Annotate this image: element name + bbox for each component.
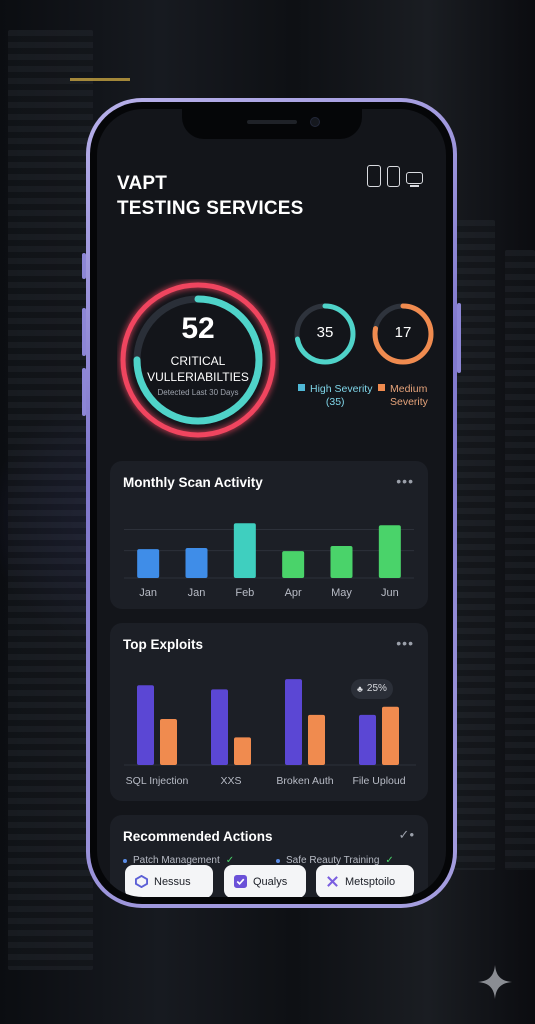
speaker bbox=[247, 120, 297, 124]
top-exploits-chart: SQL Injection XXS Broken Auth File Uploud bbox=[124, 679, 416, 787]
recommended-title: Recommended Actions bbox=[123, 829, 273, 844]
users-icon: ♣ bbox=[357, 684, 363, 694]
exploit-tick-label: File Uploud bbox=[352, 775, 405, 787]
legend-medium-severity: Medium Severity bbox=[378, 383, 428, 409]
exploit-bar[interactable] bbox=[160, 719, 177, 765]
monthly-scan-card: Monthly Scan Activity ••• Jan Jan Feb Apr Ma… bbox=[110, 461, 428, 609]
action-item[interactable]: Patch Management ✓ bbox=[123, 855, 234, 866]
bullet-icon bbox=[276, 858, 280, 863]
device-selector bbox=[367, 165, 423, 187]
monthly-bar[interactable] bbox=[330, 545, 353, 578]
monthly-tick-label: Feb bbox=[235, 587, 254, 599]
high-severity-ring bbox=[294, 303, 356, 365]
side-button bbox=[82, 253, 86, 279]
metasploit-icon bbox=[327, 876, 338, 887]
critical-subtitle: Detected Last 30 Days bbox=[157, 388, 239, 397]
check-icon: ✓ bbox=[225, 855, 235, 866]
tool-metasploit-button[interactable]: Metsptoilo bbox=[316, 865, 414, 897]
exploit-badge: ♣ 25% bbox=[351, 679, 393, 699]
monthly-bar[interactable] bbox=[137, 549, 160, 578]
exploit-bar[interactable] bbox=[211, 689, 228, 765]
critical-label: CRITICAL VULLERIABILTIES bbox=[147, 354, 249, 384]
power-button bbox=[457, 303, 461, 373]
medium-severity-ring bbox=[372, 303, 434, 365]
monthly-tick-label: May bbox=[331, 587, 352, 599]
monthly-bar[interactable] bbox=[233, 523, 256, 578]
exploit-tick-label: Broken Auth bbox=[276, 775, 333, 787]
phone-frame: VAPT TESTING SERVICES bbox=[82, 98, 461, 908]
monthly-menu-icon[interactable]: ••• bbox=[396, 473, 414, 489]
server-rack-left bbox=[8, 30, 93, 970]
monthly-tick-label: Jan bbox=[188, 587, 206, 599]
high-severity-count: 35 bbox=[316, 324, 334, 341]
tool-qualys-button[interactable]: Qualys bbox=[224, 865, 306, 897]
monthly-scan-chart: Jan Jan Feb Apr May Jun bbox=[124, 523, 414, 599]
monthly-tick-label: Jun bbox=[381, 587, 399, 599]
page-title: VAPT TESTING SERVICES bbox=[117, 171, 304, 221]
monthly-bar[interactable] bbox=[185, 548, 208, 578]
title-line-1: VAPT bbox=[117, 173, 168, 194]
tablet-icon[interactable] bbox=[367, 165, 381, 187]
action-item[interactable]: Safe Reauty Training ✓ bbox=[276, 855, 394, 866]
exploit-tick-label: XXS bbox=[220, 775, 241, 787]
notch bbox=[182, 109, 362, 139]
nessus-icon bbox=[135, 875, 148, 888]
camera-icon bbox=[310, 117, 320, 127]
exploit-bar[interactable] bbox=[359, 714, 376, 765]
monthly-bar[interactable] bbox=[282, 551, 305, 578]
top-exploits-title: Top Exploits bbox=[123, 637, 203, 652]
monthly-tick-label: Jan bbox=[139, 587, 157, 599]
critical-vulnerabilities-ring bbox=[120, 282, 276, 438]
qualys-icon bbox=[234, 875, 247, 888]
legend-swatch-medium bbox=[378, 384, 385, 391]
critical-count: 52 bbox=[181, 312, 215, 345]
legend-high-severity: High Severity (35) bbox=[298, 383, 372, 409]
exploit-bar[interactable] bbox=[285, 679, 302, 765]
check-all-icon[interactable]: ✓• bbox=[398, 827, 414, 842]
rack-light bbox=[70, 78, 130, 81]
exploit-tick-label: SQL Injection bbox=[126, 775, 189, 787]
top-exploits-card: Top Exploits ••• ♣ 25% SQL Injection XXS B… bbox=[110, 623, 428, 801]
exploits-menu-icon[interactable]: ••• bbox=[396, 635, 414, 651]
phone-icon[interactable] bbox=[387, 166, 400, 187]
server-rack-far-right bbox=[505, 250, 535, 870]
legend-swatch-high bbox=[298, 384, 305, 391]
exploit-bar[interactable] bbox=[308, 714, 325, 765]
monthly-scan-title: Monthly Scan Activity bbox=[123, 475, 263, 490]
exploit-bar[interactable] bbox=[234, 737, 251, 765]
title-line-2: TESTING SERVICES bbox=[117, 198, 304, 219]
medium-severity-count: 17 bbox=[394, 324, 412, 341]
monthly-bar[interactable] bbox=[378, 525, 401, 578]
volume-up-button bbox=[82, 308, 86, 356]
bullet-icon bbox=[123, 858, 127, 863]
volume-down-button bbox=[82, 368, 86, 416]
monthly-tick-label: Apr bbox=[285, 587, 302, 599]
exploit-bar[interactable] bbox=[382, 706, 399, 765]
check-icon: ✓ bbox=[385, 855, 394, 866]
tool-nessus-button[interactable]: Nessus bbox=[125, 865, 213, 897]
app-screen: VAPT TESTING SERVICES bbox=[97, 109, 446, 897]
exploit-bar[interactable] bbox=[137, 685, 154, 765]
sparkle-icon bbox=[478, 965, 512, 999]
monitor-icon[interactable] bbox=[406, 172, 423, 187]
